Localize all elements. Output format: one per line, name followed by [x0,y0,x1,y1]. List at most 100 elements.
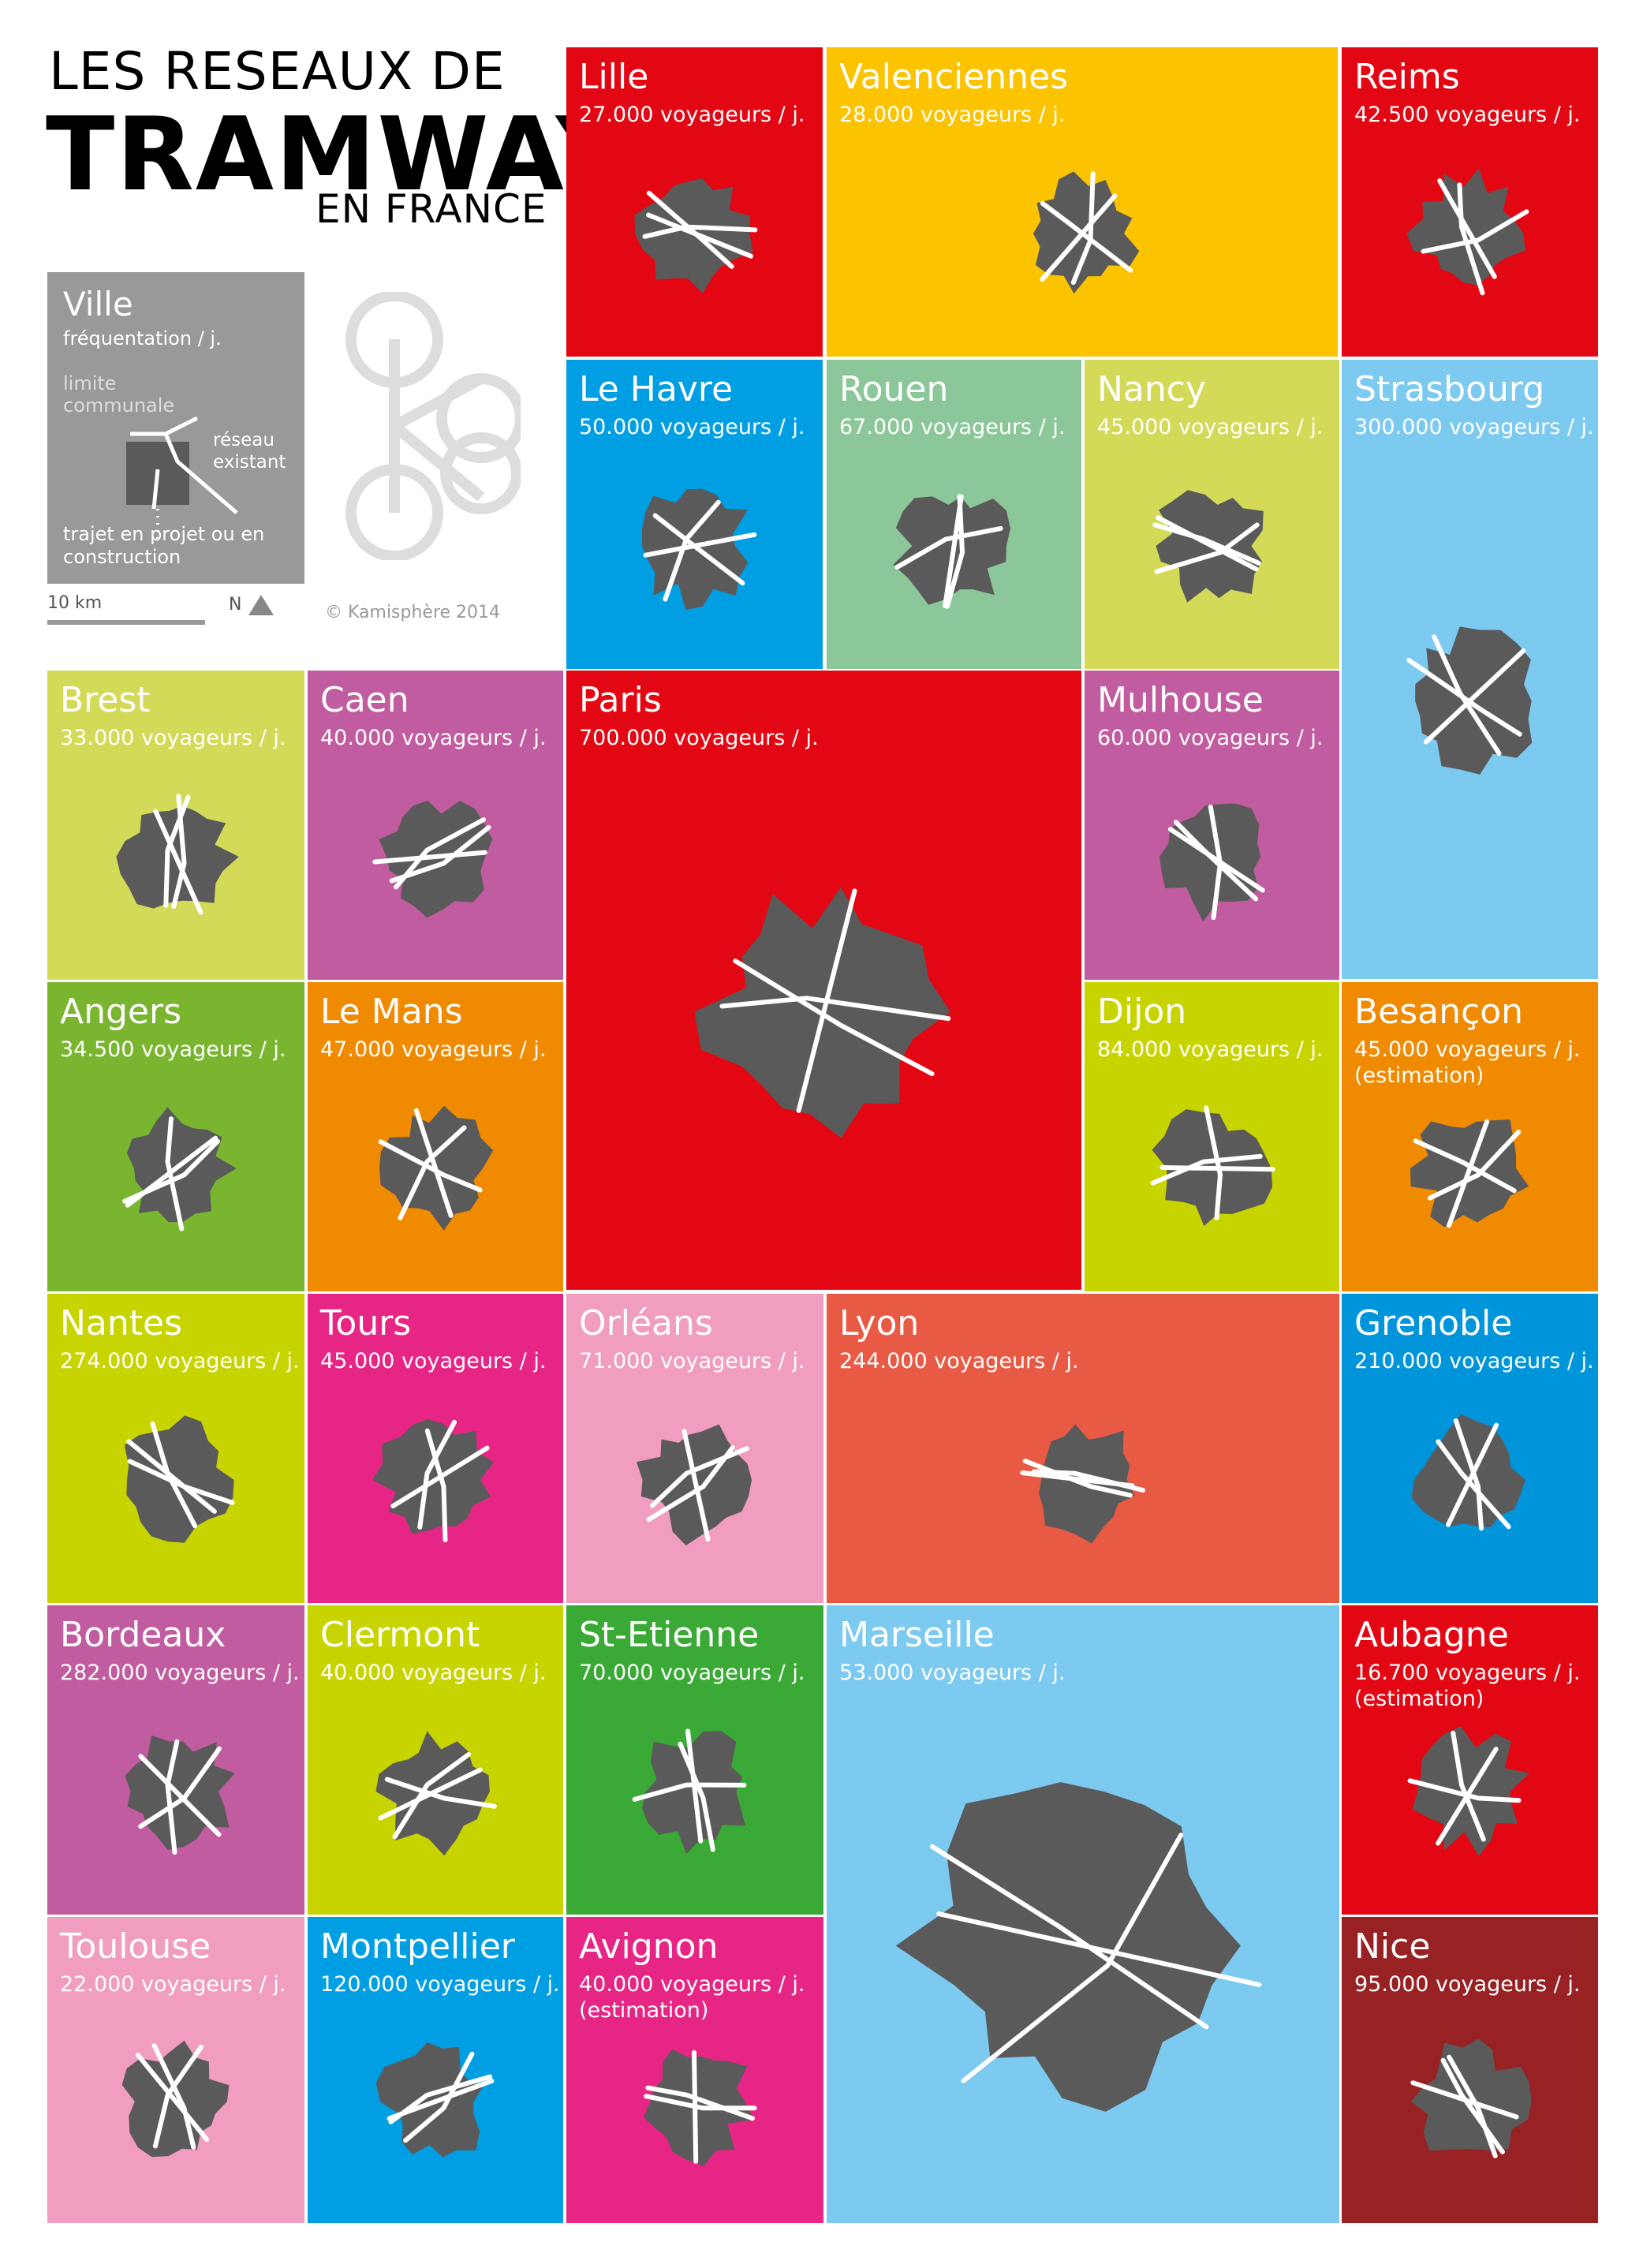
city-map-nancy [1152,490,1264,603]
city-map-st-etienne [632,1728,747,1854]
scale-bar: 10 km [47,593,205,625]
city-ridership: 40.000 voyageurs / j. (estimation) [579,1972,805,2023]
city-ridership: 210.000 voyageurs / j. [1354,1349,1594,1373]
city-name: Nantes [60,1303,183,1343]
city-map-aubagne [1407,1726,1530,1857]
city-map-paris [694,887,951,1138]
city-tile-dijon: Dijon 84.000 voyageurs / j. [1085,982,1339,1291]
city-tile-avignon: Avignon 40.000 voyageurs / j. (estimation… [566,1917,823,2223]
city-tile-paris: Paris 700.000 voyageurs / j. [566,671,1081,1290]
city-map-le-mans [378,1105,494,1231]
city-tile-lyon: Lyon 244.000 voyageurs / j. [827,1294,1339,1603]
city-name: Angers [60,992,181,1032]
city-tile-toulouse: Toulouse 22.000 voyageurs / j. [47,1917,304,2223]
city-map-marseille [895,1782,1262,2112]
city-ridership: 33.000 voyageurs / j. [60,726,286,750]
city-tile-nantes: Nantes 274.000 voyageurs / j. [47,1294,304,1603]
city-ridership: 45.000 voyageurs / j. [320,1349,547,1373]
tram-network [390,1419,490,1543]
city-name: Mulhouse [1097,680,1264,720]
city-map-angers [122,1107,237,1231]
city-ridership: 700.000 voyageurs / j. [579,726,819,750]
city-name: Nancy [1097,369,1206,409]
legend-network-label: réseau existant [213,430,286,473]
legend-boundary-label: limite communale [63,372,175,417]
legend-box: Ville fréquentation / j. limite communal… [47,272,304,584]
city-tile-grenoble: Grenoble 210.000 voyageurs / j. [1342,1294,1598,1603]
city-tile-reims: Reims 42.500 voyageurs / j. [1342,47,1598,357]
city-boundary [895,1782,1241,2112]
north-indicator: N [229,593,275,617]
tram-network [1020,1459,1145,1498]
legend-city-label: Ville [63,285,133,323]
city-tile-montpellier: Montpellier 120.000 voyageurs / j. [308,1917,563,2223]
city-name: Aubagne [1354,1615,1509,1655]
city-boundary [124,1415,234,1543]
city-tile-nancy: Nancy 45.000 voyageurs / j. [1085,360,1339,669]
city-map-avignon [643,2049,757,2166]
city-tile-st-etienne: St-Etienne 70.000 voyageurs / j. [566,1605,823,1915]
city-ridership: 244.000 voyageurs / j. [839,1349,1079,1373]
city-name: Orléans [579,1303,713,1343]
city-ridership: 84.000 voyageurs / j. [1097,1037,1324,1062]
city-ridership: 120.000 voyageurs / j. [320,1972,560,1997]
tram-network [126,1421,235,1529]
city-map-nice [1410,2038,1532,2158]
city-map-bordeaux [125,1735,235,1855]
city-map-reims [1406,168,1529,296]
city-name: Lyon [839,1303,920,1343]
city-map-caen [372,800,493,918]
city-tile-brest: Brest 33.000 voyageurs / j. [47,671,304,980]
city-tile-le-mans: Le Mans 47.000 voyageurs / j. [308,982,563,1291]
city-ridership: 282.000 voyageurs / j. [60,1661,300,1685]
city-ridership: 22.000 voyageurs / j. [60,1972,286,1997]
city-boundary [1411,1414,1525,1528]
tram-network [135,2043,210,2150]
city-tile-angers: Angers 34.500 voyageurs / j. [47,982,304,1291]
city-name: Le Havre [579,369,734,409]
city-ridership: 47.000 voyageurs / j. [320,1037,547,1062]
city-boundary [375,2042,484,2158]
tram-network [138,1739,222,1855]
city-name: Caen [320,680,409,720]
city-ridership: 60.000 voyageurs / j. [1097,726,1324,750]
tram-network [1406,634,1526,756]
north-label: N [229,595,242,615]
city-tile-rouen: Rouen 67.000 voyageurs / j. [827,360,1081,669]
city-map-le-havre [641,488,757,611]
city-name: St-Etienne [579,1615,760,1655]
city-name: Clermont [320,1615,480,1655]
city-name: Reims [1354,57,1460,97]
city-name: Le Mans [320,992,463,1032]
city-ridership: 34.500 voyageurs / j. [60,1037,286,1062]
city-map-tours [372,1418,494,1543]
city-name: Brest [60,680,151,720]
city-ridership: 53.000 voyageurs / j. [839,1661,1066,1685]
city-map-valenciennes [1032,171,1140,294]
tram-network [1152,515,1261,574]
city-name: Marseille [839,1615,995,1655]
city-name: Strasbourg [1354,369,1545,409]
scale-bar-line [47,620,205,625]
city-name: Rouen [839,369,949,409]
city-name: Grenoble [1354,1303,1513,1343]
city-ridership: 45.000 voyageurs / j. (estimation) [1354,1037,1581,1088]
city-map-nantes [124,1415,235,1543]
tram-network [632,1728,747,1852]
city-tile-bordeaux: Bordeaux 282.000 voyageurs / j. [47,1605,304,1915]
city-map-rouen [893,494,1010,609]
city-ridership: 45.000 voyageurs / j. [1097,415,1324,439]
city-name: Valenciennes [839,57,1069,97]
city-tile-mulhouse: Mulhouse 60.000 voyageurs / j. [1085,671,1339,980]
tram-network [929,1833,1262,2083]
city-map-strasbourg [1406,626,1533,775]
city-map-brest [116,794,239,915]
tram-network [1421,178,1529,296]
tram-network [122,1116,220,1231]
city-ridership: 40.000 voyageurs / j. [320,726,547,750]
tram-network [386,2051,495,2143]
city-tile-besancon: Besançon 45.000 voyageurs / j. (estimatio… [1342,982,1598,1291]
city-tile-orleans: Orléans 71.000 voyageurs / j. [566,1294,823,1603]
tram-network [643,499,757,602]
legend-frequentation-label: fréquentation / j. [63,327,222,349]
